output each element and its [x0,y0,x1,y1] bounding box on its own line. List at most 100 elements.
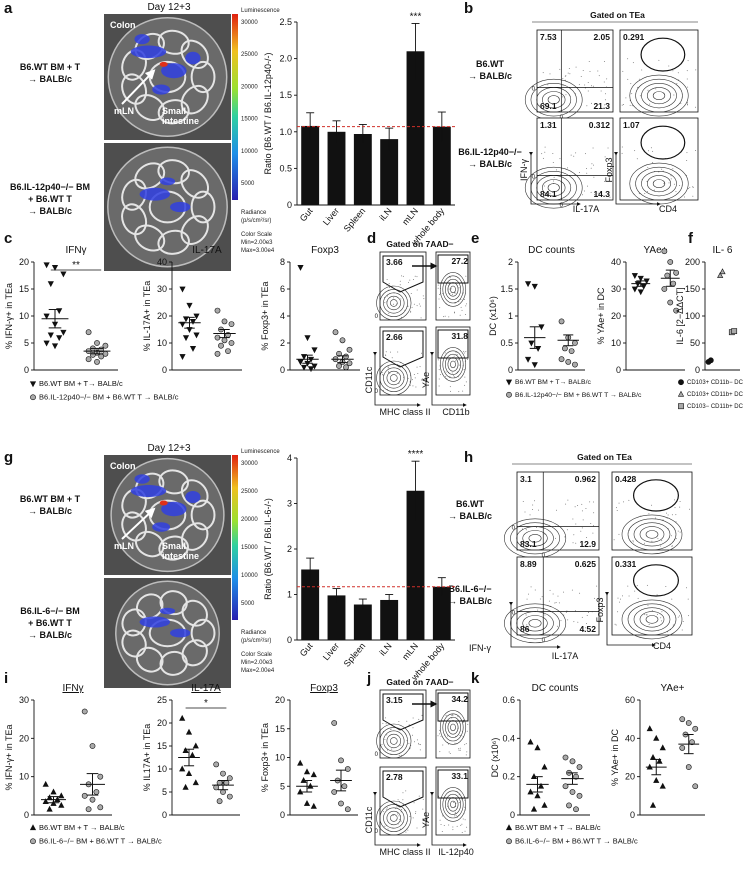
label: IFN-γ [469,643,491,653]
event [651,610,653,612]
legend-label: B6.IL-12p40−/− BM + B6.WT T → BALB/c [515,392,642,399]
label: → BALB/c [468,159,512,169]
contour [641,82,677,109]
label: 20 [157,311,167,321]
event [672,168,674,170]
event [692,186,694,188]
axis-label: % Foxp3+ in TEa [260,723,270,792]
bar [353,133,372,205]
event [581,510,583,512]
event [458,391,460,393]
event [437,287,439,289]
label: 150 [685,284,700,294]
event [587,90,589,92]
event [571,589,573,591]
event [542,157,544,159]
event [463,721,465,723]
contour [639,526,665,543]
event [556,509,558,511]
intestine [157,99,190,125]
point [42,780,49,787]
point [228,340,235,346]
bar [301,125,320,205]
event [636,158,638,160]
event [661,540,663,542]
event [400,316,402,318]
point [85,806,92,813]
event [572,542,574,544]
event [407,305,409,307]
label: 0 [375,752,379,758]
label: 0 [287,200,292,210]
event [527,593,529,595]
label: intestine [162,116,199,126]
point [558,356,565,363]
point [719,268,726,275]
contour [386,733,401,749]
label: 0.2 [502,772,515,782]
event [461,309,463,311]
event [393,303,395,305]
event [438,298,440,300]
point [58,792,65,799]
event [660,545,662,547]
label: 30000 [241,20,258,26]
event [552,162,554,164]
event [587,185,589,187]
event [451,293,453,295]
contour [627,518,677,551]
event [670,175,672,177]
label: 4 [280,311,285,321]
event [530,586,532,588]
label: 1.31 [540,120,557,130]
label: Day 12+3 [147,443,191,454]
event [454,376,456,378]
event [636,86,638,88]
event [448,824,450,826]
label: mLN [114,541,134,551]
event [525,529,527,531]
event [670,535,672,537]
point [182,335,190,342]
point [534,744,541,751]
label: Gated on 7AAD− [386,239,453,249]
event [410,310,412,312]
event [455,351,457,353]
label: * [204,698,208,709]
event [651,540,653,542]
legend-marker [29,381,37,388]
point [631,273,638,280]
event [660,620,662,622]
signal [139,187,171,201]
label: 34.2 [451,694,468,704]
event [421,714,423,716]
event [632,540,634,542]
point [216,798,223,805]
event [454,811,456,813]
axis-label: YAe [421,812,431,828]
event [552,593,554,595]
label: 15 [157,741,167,751]
point [673,269,680,276]
flow-plot [379,689,427,759]
point [85,329,92,336]
label: Min=2.00e3 [241,240,273,246]
event [568,68,570,70]
point [94,340,100,346]
point [661,248,668,255]
contour [629,74,689,117]
event [445,376,447,378]
point [214,307,221,314]
label: i [4,670,8,687]
event [617,597,619,599]
label: 100 [685,311,700,321]
signal [170,628,191,638]
point [541,801,548,808]
event [388,312,390,314]
event [542,72,544,74]
event [385,723,387,725]
label: 15000 [241,117,258,123]
event [407,829,409,831]
axis-arrow [614,151,661,206]
contour [450,723,456,732]
